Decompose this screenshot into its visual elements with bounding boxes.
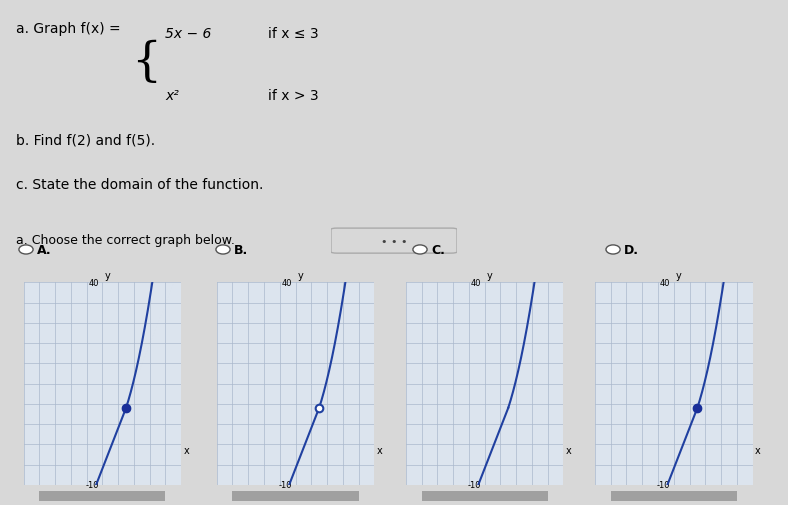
Text: 40: 40 (89, 278, 99, 287)
Bar (422, 491, 548, 501)
Text: 40: 40 (660, 278, 671, 287)
Text: A.: A. (37, 243, 52, 257)
Text: y: y (487, 271, 492, 281)
Text: a. Graph f(x) =: a. Graph f(x) = (16, 22, 121, 36)
Text: -10: -10 (279, 480, 292, 489)
Text: 40: 40 (282, 278, 292, 287)
Text: 5x − 6: 5x − 6 (165, 27, 212, 40)
Text: -10: -10 (86, 480, 99, 489)
Text: x: x (184, 445, 189, 456)
Text: D.: D. (624, 243, 639, 257)
Text: y: y (298, 271, 303, 281)
Text: -10: -10 (468, 480, 481, 489)
Text: • • •: • • • (381, 236, 407, 246)
Text: C.: C. (431, 243, 445, 257)
Text: if x > 3: if x > 3 (268, 89, 318, 103)
Text: B.: B. (234, 243, 248, 257)
Text: y: y (676, 271, 682, 281)
Text: b. Find f(2) and f(5).: b. Find f(2) and f(5). (16, 133, 155, 147)
Bar (39, 491, 165, 501)
Text: x: x (377, 445, 382, 456)
Text: y: y (105, 271, 110, 281)
Text: {: { (131, 39, 161, 85)
Text: c. State the domain of the function.: c. State the domain of the function. (16, 178, 263, 192)
Bar (232, 491, 359, 501)
FancyBboxPatch shape (331, 229, 457, 254)
Text: x²: x² (165, 89, 180, 103)
Text: if x ≤ 3: if x ≤ 3 (268, 27, 318, 40)
Text: a. Choose the correct graph below.: a. Choose the correct graph below. (16, 233, 235, 246)
Text: -10: -10 (657, 480, 671, 489)
Text: x: x (566, 445, 571, 456)
Bar (611, 491, 737, 501)
Text: x: x (755, 445, 760, 456)
Text: 40: 40 (471, 278, 481, 287)
